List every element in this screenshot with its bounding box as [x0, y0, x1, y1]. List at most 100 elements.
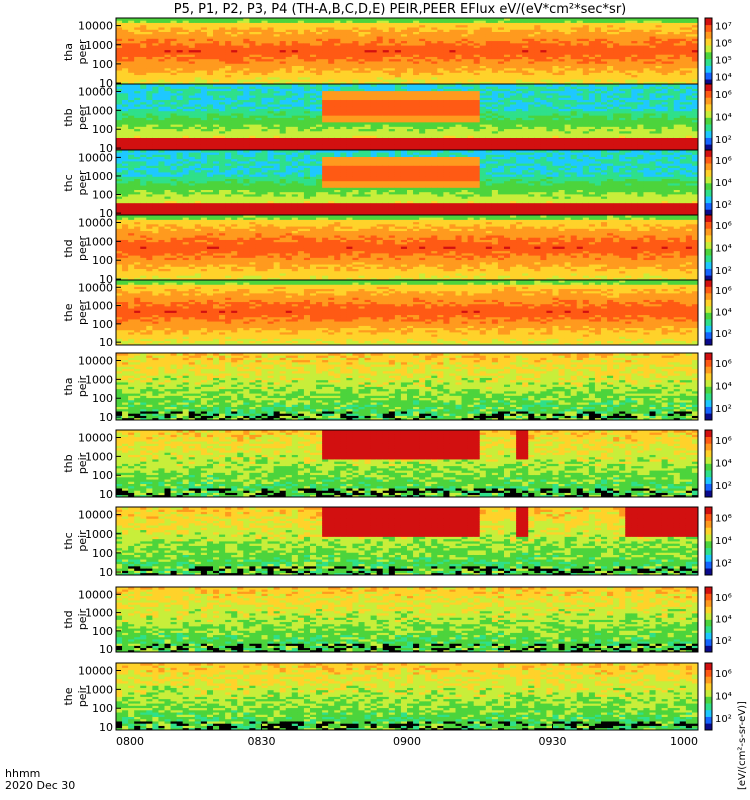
spectrogram-cell	[273, 47, 281, 51]
spectrogram-cell	[619, 76, 626, 80]
spectrogram-cell	[164, 76, 171, 80]
spectrogram-cell	[285, 47, 293, 51]
spectrogram-cell	[334, 115, 341, 118]
spectrogram-cell	[467, 40, 475, 44]
spectrogram-cell	[516, 95, 523, 98]
spectrogram-cell	[340, 36, 347, 39]
spectrogram-cell	[279, 56, 287, 60]
spectrogram-cell	[213, 58, 220, 62]
spectrogram-cell	[182, 31, 190, 35]
spectrogram-cell	[564, 47, 572, 51]
spectrogram-cell	[491, 95, 499, 98]
spectrogram-cell	[182, 95, 190, 98]
spectrogram-cell	[358, 70, 365, 73]
spectrogram-cell	[182, 38, 190, 42]
spectrogram-cell	[364, 42, 372, 46]
spectrogram-cell	[146, 106, 153, 109]
spectrogram-cell	[528, 79, 535, 82]
spectrogram-cell	[340, 119, 347, 123]
spectrogram-cell	[643, 27, 650, 30]
spectrogram-cell	[182, 65, 190, 69]
spectrogram-cell	[225, 115, 232, 118]
spectrogram-cell	[303, 42, 311, 46]
spectrogram-cell	[607, 29, 614, 32]
spectrogram-cell	[491, 63, 499, 66]
spectrogram-cell	[467, 108, 475, 112]
spectrogram-cell	[297, 70, 305, 73]
spectrogram-cell	[297, 113, 305, 116]
spectrogram-cell	[649, 79, 656, 82]
spectrogram-cell	[637, 76, 644, 80]
spectrogram-cell	[310, 128, 317, 132]
spectrogram-cell	[485, 65, 493, 69]
spectrogram-cell	[461, 20, 469, 23]
spectrogram-cell	[437, 81, 444, 85]
spectrogram-cell	[437, 67, 444, 71]
spectrogram-cell	[431, 45, 438, 48]
spectrogram-cell	[413, 128, 420, 132]
spectrogram-cell	[504, 142, 511, 145]
spectrogram-cell	[455, 61, 462, 64]
spectrogram-cell	[649, 31, 656, 35]
spectrogram-cell	[243, 97, 250, 101]
spectrogram-cell	[267, 146, 275, 150]
spectrogram-cell	[152, 65, 159, 69]
spectrogram-cell	[334, 84, 341, 87]
spectrogram-cell	[388, 24, 396, 28]
spectrogram-cell	[310, 146, 317, 150]
spectrogram-cell	[243, 65, 250, 69]
spectrogram-cell	[516, 47, 523, 51]
spectrogram-cell	[243, 99, 250, 103]
spectrogram-cell	[564, 22, 572, 26]
spectrogram-cell	[449, 63, 456, 66]
spectrogram-cell	[237, 108, 244, 112]
spectrogram-cell	[291, 47, 299, 51]
spectrogram-cell	[485, 40, 493, 44]
spectrogram-cell	[588, 36, 596, 39]
spectrogram-cell	[522, 52, 529, 55]
spectrogram-cell	[200, 95, 208, 98]
spectrogram-cell	[213, 88, 220, 92]
spectrogram-cell	[437, 65, 444, 69]
spectrogram-cell	[346, 63, 353, 66]
spectrogram-cell	[285, 113, 293, 116]
spectrogram-cell	[340, 144, 347, 147]
spectrogram-cell	[158, 104, 165, 107]
spectrogram-cell	[661, 27, 669, 30]
spectrogram-cell	[206, 38, 214, 42]
spectrogram-cell	[152, 24, 159, 28]
spectrogram-cell	[316, 113, 323, 116]
spectrogram-cell	[461, 38, 469, 42]
spectrogram-cell	[243, 90, 250, 94]
spectrogram-cell	[237, 84, 244, 87]
spectrogram-cell	[237, 119, 244, 123]
spectrogram-cell	[425, 81, 432, 85]
spectrogram-cell	[152, 133, 159, 136]
spectrogram-cell	[625, 79, 632, 82]
spectrogram-cell	[237, 104, 244, 107]
spectrogram-cell	[691, 20, 699, 23]
spectrogram-cell	[164, 49, 171, 53]
spectrogram-cell	[407, 49, 414, 53]
spectrogram-cell	[316, 61, 323, 64]
spectrogram-cell	[370, 36, 378, 39]
spectrogram-cell	[219, 146, 226, 150]
spectrogram-cell	[388, 81, 396, 85]
spectrogram-cell	[158, 124, 165, 127]
spectrogram-cell	[128, 67, 135, 71]
spectrogram-cell	[176, 130, 184, 134]
spectrogram-cell	[364, 74, 372, 78]
spectrogram-cell	[243, 31, 250, 35]
spectrogram-cell	[261, 139, 268, 143]
spectrogram-cell	[158, 130, 165, 134]
spectrogram-cell	[358, 27, 365, 30]
spectrogram-cell	[170, 40, 178, 44]
spectrogram-cell	[116, 133, 123, 136]
spectrogram-cell	[491, 31, 499, 35]
spectrogram-cell	[213, 56, 220, 60]
spectrogram-cell	[667, 70, 675, 73]
spectrogram-cell	[649, 58, 656, 62]
spectrogram-cell	[643, 47, 650, 51]
spectrogram-cell	[182, 76, 190, 80]
